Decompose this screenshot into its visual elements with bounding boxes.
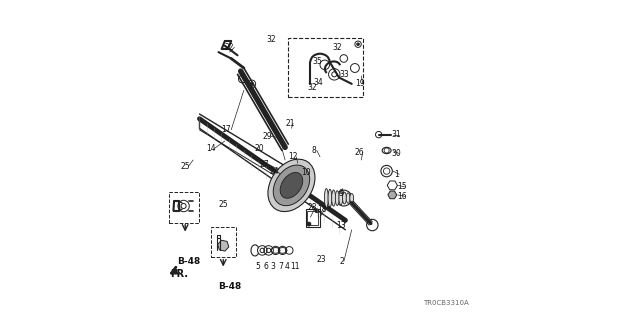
Text: 2: 2 [340,257,344,266]
Ellipse shape [268,159,315,212]
Text: 32: 32 [333,43,342,52]
Text: 18: 18 [317,205,326,214]
Text: 32: 32 [307,83,317,92]
Text: 1: 1 [394,170,399,179]
Bar [211,227,236,257]
Text: 33: 33 [339,70,349,79]
Text: 26: 26 [355,148,364,156]
Text: 14: 14 [205,144,216,153]
Ellipse shape [328,189,332,207]
Ellipse shape [335,191,339,205]
Text: 19: 19 [355,79,364,88]
Text: 20: 20 [255,144,264,153]
Text: TR0CB3310A: TR0CB3310A [423,300,469,306]
Text: 6: 6 [264,262,269,271]
Ellipse shape [332,190,335,206]
Bar [307,211,319,225]
Text: 25: 25 [218,200,228,209]
Text: 31: 31 [391,130,401,139]
Text: 7: 7 [278,262,283,271]
Text: 8: 8 [311,146,316,155]
Text: B-48: B-48 [177,257,200,266]
Ellipse shape [339,191,343,205]
Text: 16: 16 [397,192,407,201]
Bar [288,38,363,97]
Text: 32: 32 [266,35,276,44]
Text: B-48: B-48 [218,282,241,292]
Circle shape [250,82,253,85]
Text: 22: 22 [225,43,234,52]
Bar [306,209,320,227]
Bar [170,192,200,223]
Text: 17: 17 [221,125,231,134]
Ellipse shape [273,165,310,206]
Text: 13: 13 [336,220,346,229]
Text: 12: 12 [288,152,298,161]
Text: 24: 24 [269,167,279,176]
Text: 11: 11 [290,262,300,271]
Text: 23: 23 [317,255,326,264]
Ellipse shape [346,193,350,203]
Text: 25: 25 [180,162,190,171]
Text: 34: 34 [314,78,323,87]
Text: 5: 5 [256,262,260,271]
Text: 10: 10 [301,168,310,177]
Text: 28: 28 [307,203,317,212]
Ellipse shape [350,194,354,203]
Text: 29: 29 [263,132,273,141]
Text: 9: 9 [338,189,343,198]
Text: 35: 35 [312,57,322,66]
Text: 30: 30 [391,149,401,158]
Text: 15: 15 [397,182,407,191]
Text: 4: 4 [284,262,289,271]
Circle shape [307,222,311,226]
Ellipse shape [342,192,346,204]
Ellipse shape [324,188,328,208]
Text: 21: 21 [285,119,294,128]
Text: 27: 27 [260,160,269,169]
Circle shape [315,209,319,213]
Text: 3: 3 [270,262,275,271]
Text: FR.: FR. [170,269,188,279]
Ellipse shape [280,172,303,198]
Circle shape [356,43,359,45]
